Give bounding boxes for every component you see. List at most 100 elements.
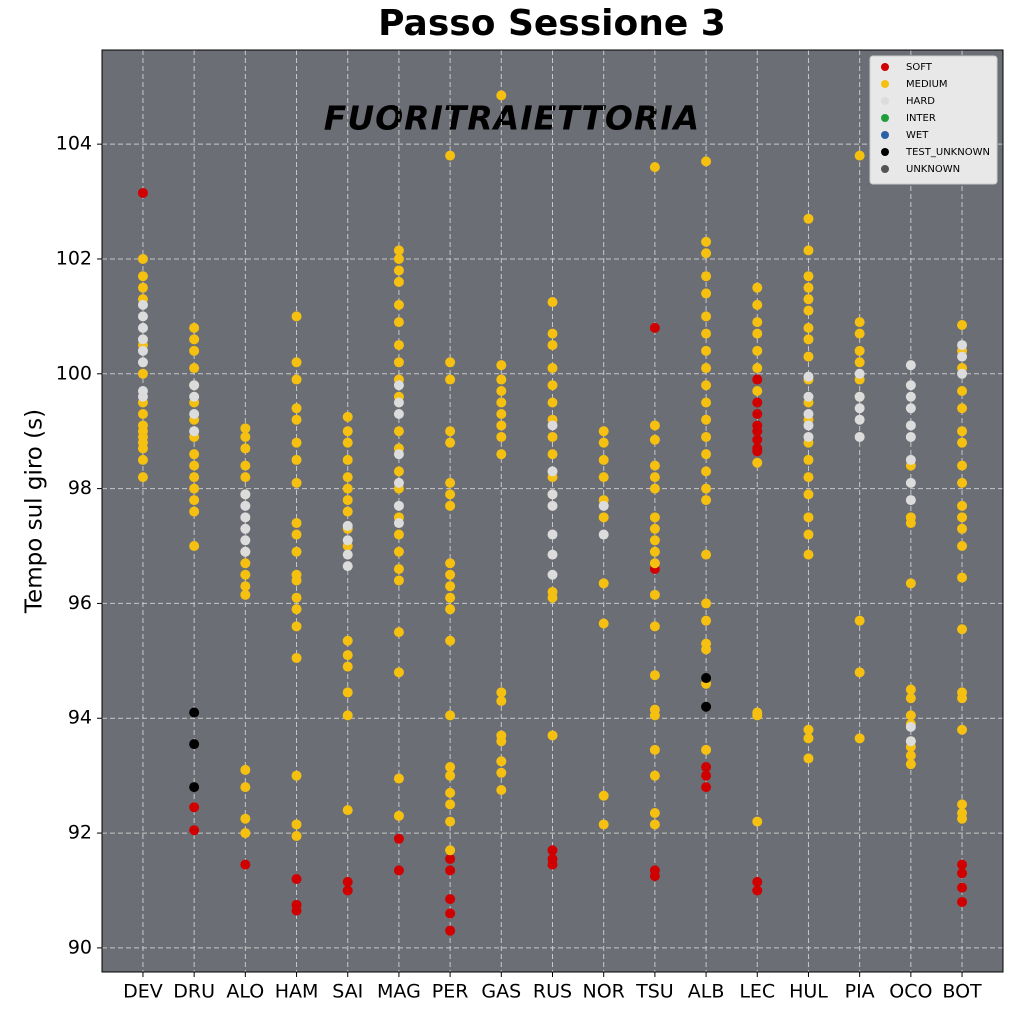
point xyxy=(854,345,865,356)
point xyxy=(291,575,302,586)
point xyxy=(445,845,456,856)
point xyxy=(547,340,558,351)
point xyxy=(598,500,609,511)
point xyxy=(137,311,148,322)
point xyxy=(393,865,404,876)
point xyxy=(189,334,200,345)
point xyxy=(445,569,456,580)
point xyxy=(445,426,456,437)
point xyxy=(905,380,916,391)
point xyxy=(547,328,558,339)
legend-label: TEST_UNKNOWN xyxy=(905,147,990,158)
point xyxy=(189,739,200,750)
point xyxy=(393,518,404,529)
point xyxy=(957,859,968,870)
point xyxy=(803,549,814,560)
point xyxy=(649,523,660,534)
x-tick-label: PIA xyxy=(845,981,875,1003)
point xyxy=(752,363,763,374)
point xyxy=(547,592,558,603)
point xyxy=(803,489,814,500)
point xyxy=(137,334,148,345)
y-tick-label: 98 xyxy=(68,477,92,499)
point xyxy=(291,652,302,663)
point xyxy=(854,414,865,425)
point xyxy=(598,790,609,801)
point xyxy=(547,431,558,442)
point xyxy=(496,408,507,419)
point xyxy=(803,431,814,442)
point xyxy=(445,853,456,864)
point xyxy=(547,363,558,374)
point xyxy=(957,426,968,437)
point xyxy=(752,374,763,385)
point xyxy=(240,569,251,580)
point xyxy=(598,529,609,540)
point xyxy=(701,328,712,339)
point xyxy=(137,345,148,356)
point xyxy=(598,578,609,589)
point xyxy=(342,437,353,448)
watermark: FUORITRAIETTORIA xyxy=(324,99,700,138)
point xyxy=(291,477,302,488)
point xyxy=(957,403,968,414)
point xyxy=(701,495,712,506)
point xyxy=(854,317,865,328)
point xyxy=(393,833,404,844)
point xyxy=(445,762,456,773)
x-tick-label: PER xyxy=(432,981,469,1003)
point xyxy=(752,397,763,408)
y-tick-label: 92 xyxy=(68,822,92,844)
point xyxy=(547,380,558,391)
point xyxy=(957,368,968,379)
point xyxy=(803,245,814,256)
point xyxy=(701,271,712,282)
point xyxy=(957,351,968,362)
point xyxy=(803,371,814,382)
point xyxy=(137,426,148,437)
point xyxy=(393,340,404,351)
point xyxy=(649,546,660,557)
point xyxy=(649,621,660,632)
point xyxy=(905,721,916,732)
point xyxy=(547,859,558,870)
point xyxy=(393,276,404,287)
legend-marker xyxy=(881,148,889,156)
point xyxy=(649,434,660,445)
point xyxy=(957,896,968,907)
legend-label: MEDIUM xyxy=(906,79,948,90)
point xyxy=(445,489,456,500)
point xyxy=(957,477,968,488)
point xyxy=(905,360,916,371)
point xyxy=(803,305,814,316)
point xyxy=(496,449,507,460)
point xyxy=(291,311,302,322)
point xyxy=(240,523,251,534)
point xyxy=(649,472,660,483)
legend-marker xyxy=(881,131,889,139)
point xyxy=(701,782,712,793)
point xyxy=(342,635,353,646)
point xyxy=(854,431,865,442)
point xyxy=(291,437,302,448)
point xyxy=(957,799,968,810)
point xyxy=(803,733,814,744)
point xyxy=(137,322,148,333)
point xyxy=(649,535,660,546)
point xyxy=(547,420,558,431)
point xyxy=(393,575,404,586)
point xyxy=(291,357,302,368)
point xyxy=(752,816,763,827)
point xyxy=(905,750,916,761)
point xyxy=(701,311,712,322)
x-tick-label: TSU xyxy=(635,981,674,1003)
point xyxy=(496,785,507,796)
point xyxy=(752,317,763,328)
point xyxy=(598,512,609,523)
point xyxy=(701,673,712,684)
point xyxy=(547,569,558,580)
point xyxy=(752,386,763,397)
point xyxy=(393,563,404,574)
point xyxy=(957,340,968,351)
